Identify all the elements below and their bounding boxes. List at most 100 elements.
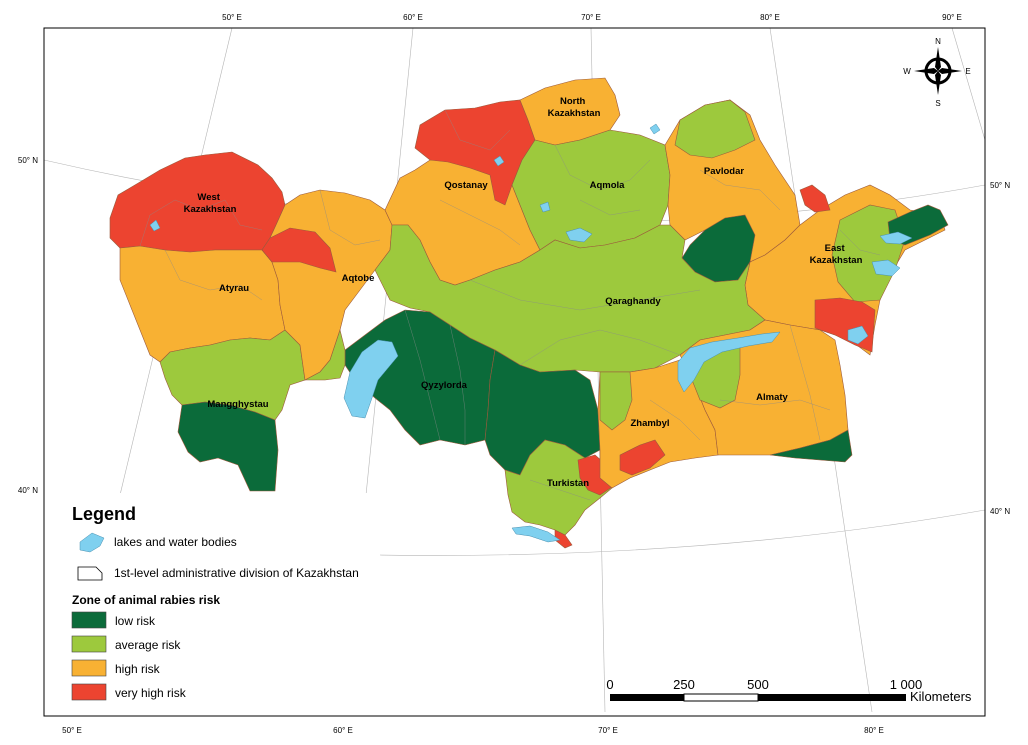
label-west-kazakhstan: West Kazakhstan [184,192,237,215]
scale-segment [610,694,684,701]
compass-w: W [903,67,911,76]
tick-top-80e: 80° E [760,13,780,22]
water-bodies [149,123,913,543]
tick-top-70e: 70° E [581,13,601,22]
legend-swatch-low [71,611,107,629]
region-qyzylorda-west [304,328,346,381]
lake-zaysan [871,259,901,277]
small-lake [539,201,551,213]
compass-n: N [935,37,941,46]
district-line [449,324,466,445]
label-east-kazakhstan: East Kazakhstan [810,243,863,266]
district-line [579,199,641,216]
region-zhambyl-green [599,371,633,431]
tick-top-90e: 90° E [942,13,962,22]
compass-s: S [935,99,940,108]
scale-tick-1000: 1 000 [890,677,923,692]
label-aqmola: Aqmola [590,180,626,191]
lake-alakol [847,325,869,345]
region-zhambyl-hot [619,439,666,476]
legend-admin-label: 1st-level administrative division of Kaz… [114,566,359,580]
legend-swatch-average [71,635,107,653]
region-east-kazakhstan-hot [799,184,831,213]
district-line [469,279,701,311]
meridian-90 [951,27,986,141]
region-almaty-low [769,429,853,463]
label-qostanay: Qostanay [444,180,488,191]
label-aqtobe: Aqtobe [342,273,375,284]
district-line [649,399,701,441]
legend-title: Legend [72,504,136,524]
district-line [839,229,881,256]
district-line [404,309,441,441]
tick-bottom-60e: 60° E [333,726,353,735]
compass-arrow-w [914,68,938,74]
label-line: Kazakhstan [548,108,601,119]
label-zhambyl: Zhambyl [630,418,669,429]
regions [109,77,949,549]
tick-bottom-50e: 50° E [62,726,82,735]
legend: Legend lakes and water bodies 1st-level … [48,493,378,715]
region-mangghystau-south [177,401,279,492]
lake-bukhtarma [879,231,913,245]
legend-lakes-label: lakes and water bodies [114,535,237,549]
region-pavlodar-inner [674,99,756,159]
label-atyrau: Atyrau [219,283,249,294]
district-line [319,189,381,246]
label-mangghystau: Mangghystau [207,399,268,410]
tick-top-50e: 50° E [222,13,242,22]
district-line [719,399,831,411]
legend-lakes-swatch [79,532,105,553]
label-line: Kazakhstan [184,204,237,215]
map-frame [43,27,986,717]
scale-bar: 0 250 500 1 000 Kilometers [606,677,972,704]
district-line [439,199,521,246]
tick-right-50n: 50° N [990,181,1010,190]
graticule-labels: 50° E 60° E 70° E 80° E 90° E 50° E 60° … [18,13,1010,735]
legend-label-very-high: very high risk [115,686,187,700]
district-line [444,109,511,151]
district-line [529,479,591,501]
tick-bottom-70e: 70° E [598,726,618,735]
label-line: East [825,243,846,254]
region-aqtobe-hotspot [261,227,337,273]
tick-left-40n: 40° N [18,486,38,495]
scale-tick-250: 250 [673,677,695,692]
label-line: West [197,192,220,203]
aral-sea [343,339,399,419]
scale-segment [758,694,906,701]
district-lines [139,109,881,501]
label-north-kazakhstan: North Kazakhstan [548,96,601,119]
scale-tick-0: 0 [606,677,613,692]
legend-background [48,493,378,715]
legend-label-average: average risk [115,638,181,652]
district-line [789,324,821,441]
region-labels: North Kazakhstan West Kazakhstan East Ka… [184,96,863,489]
legend-swatch-high [71,659,107,677]
district-line [554,144,651,191]
compass-arrow-n [935,47,941,71]
legend-admin-swatch [77,566,103,581]
label-pavlodar: Pavlodar [704,166,744,177]
label-qyzylorda: Qyzylorda [421,380,468,391]
tick-right-40n: 40° N [990,507,1010,516]
lake-balkhash [677,331,781,393]
legend-label-high: high risk [115,662,161,676]
label-line: North [560,96,586,107]
scale-segment [683,693,759,702]
scale-tick-500: 500 [747,677,769,692]
small-lake [649,123,661,135]
scale-unit: Kilometers [910,689,972,704]
label-line: Kazakhstan [810,255,863,266]
region-east-kazakhstan-inner [831,204,906,303]
legend-zone-title: Zone of animal rabies risk [72,593,220,607]
tick-top-60e: 60° E [403,13,423,22]
district-line [519,329,681,366]
lake-tengiz [565,227,593,243]
tick-left-50n: 50° N [18,156,38,165]
district-line [139,199,263,247]
small-lake [149,219,161,232]
legend-label-low: low risk [115,614,156,628]
legend-swatch-very-high [71,683,107,701]
district-line [699,169,781,211]
